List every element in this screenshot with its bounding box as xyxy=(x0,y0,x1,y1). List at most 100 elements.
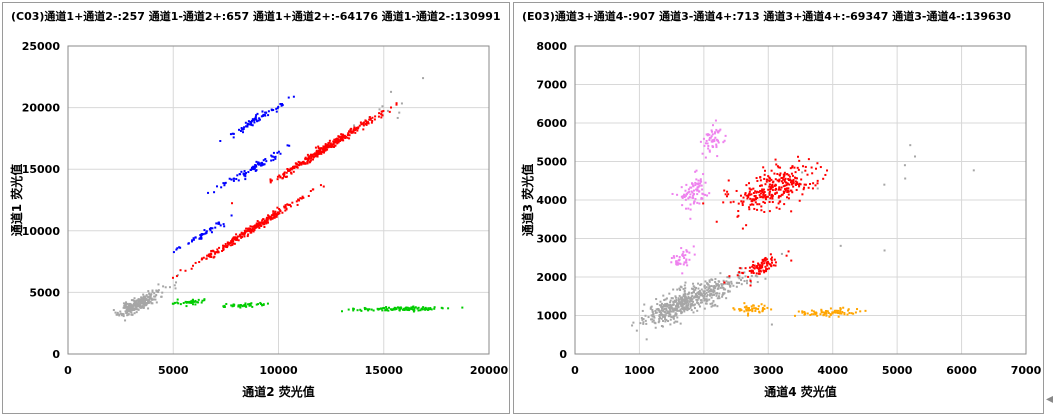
data-point xyxy=(658,310,661,313)
x-tick-label: 15000 xyxy=(365,364,404,377)
data-point xyxy=(675,314,678,317)
data-point xyxy=(668,292,671,295)
data-point xyxy=(275,107,278,110)
data-point xyxy=(687,188,690,191)
data-point xyxy=(697,293,700,296)
data-point xyxy=(152,298,155,301)
data-point xyxy=(175,275,178,278)
data-point xyxy=(750,305,753,308)
data-point xyxy=(390,106,393,109)
data-point xyxy=(700,299,703,302)
data-point xyxy=(352,307,355,310)
data-point xyxy=(175,248,178,251)
data-point xyxy=(670,310,673,313)
data-point xyxy=(309,154,312,157)
data-point xyxy=(260,161,263,164)
data-point xyxy=(330,146,333,149)
data-point xyxy=(794,314,797,317)
data-point xyxy=(791,166,794,169)
data-point xyxy=(292,166,295,169)
data-point xyxy=(266,302,269,305)
data-point xyxy=(691,294,694,297)
data-point xyxy=(660,311,663,314)
data-point xyxy=(777,196,780,199)
data-point xyxy=(754,307,757,310)
data-point xyxy=(741,271,744,274)
data-point xyxy=(336,137,339,140)
data-point xyxy=(258,162,261,165)
data-point xyxy=(273,213,276,216)
data-point xyxy=(803,313,806,316)
data-point xyxy=(395,307,398,310)
data-point xyxy=(696,294,699,297)
data-point xyxy=(770,323,773,326)
data-point xyxy=(244,305,247,308)
data-point xyxy=(359,308,362,311)
data-point xyxy=(324,149,327,152)
data-point xyxy=(424,308,427,311)
data-point xyxy=(125,309,128,312)
data-point xyxy=(717,280,720,283)
data-point xyxy=(769,253,772,256)
data-point xyxy=(399,307,402,310)
data-point xyxy=(765,262,768,265)
data-point xyxy=(684,308,687,311)
y-tick-label: 8000 xyxy=(536,40,567,53)
data-point xyxy=(264,158,267,161)
data-point xyxy=(131,306,134,309)
data-point xyxy=(773,184,776,187)
scatter-panel-c03: (C03)通道1+通道2-:257 通道1-通道2+:657 通道1+通道2+:… xyxy=(2,2,510,414)
data-point xyxy=(299,197,302,200)
data-point xyxy=(318,152,321,155)
data-point xyxy=(244,175,247,178)
data-point xyxy=(683,298,686,301)
data-point xyxy=(701,192,704,195)
data-point xyxy=(765,180,768,183)
data-point xyxy=(249,304,252,307)
data-point xyxy=(704,142,707,145)
data-point xyxy=(417,306,420,309)
data-point xyxy=(202,233,205,236)
data-point xyxy=(664,298,667,301)
data-point xyxy=(762,188,765,191)
data-point xyxy=(726,190,729,193)
data-point xyxy=(251,166,254,169)
data-point xyxy=(748,270,751,273)
x-tick-label: 3000 xyxy=(753,364,784,377)
data-point xyxy=(760,184,763,187)
data-point xyxy=(138,299,141,302)
data-point xyxy=(151,289,154,292)
data-point xyxy=(243,126,246,129)
left-arrow-icon[interactable]: ◀ xyxy=(1046,394,1053,405)
data-point xyxy=(233,238,236,241)
data-point xyxy=(142,295,145,298)
data-point xyxy=(150,293,153,296)
data-point xyxy=(761,263,764,266)
data-point xyxy=(224,181,227,184)
data-point xyxy=(266,219,269,222)
x-axis-label: 通道4 荧光值 xyxy=(764,384,837,399)
data-point xyxy=(814,313,817,316)
data-point xyxy=(681,301,684,304)
data-point xyxy=(262,159,265,162)
data-point xyxy=(712,124,715,127)
data-point xyxy=(809,314,812,317)
data-point xyxy=(240,170,243,173)
data-point xyxy=(252,230,255,233)
data-point xyxy=(737,276,740,279)
data-point xyxy=(789,189,792,192)
data-point xyxy=(230,240,233,243)
data-point xyxy=(259,223,262,226)
data-point xyxy=(362,128,365,131)
data-point xyxy=(192,238,195,241)
data-point xyxy=(708,280,711,283)
data-point xyxy=(231,202,234,205)
data-point xyxy=(372,309,375,312)
data-point xyxy=(755,191,758,194)
data-point xyxy=(708,150,711,153)
data-point xyxy=(672,317,675,320)
data-point xyxy=(759,184,762,187)
data-point xyxy=(216,248,219,251)
data-point xyxy=(768,200,771,203)
data-point xyxy=(403,307,406,310)
